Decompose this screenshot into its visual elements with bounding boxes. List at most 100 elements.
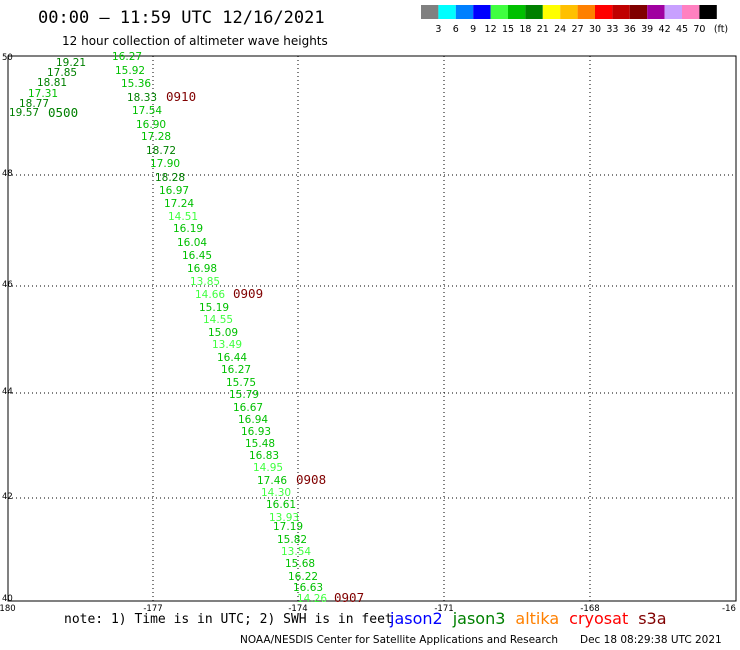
wave-height-value: 19.21	[56, 57, 86, 69]
scale-label: 15	[502, 24, 514, 35]
page-subtitle: 12 hour collection of altimeter wave hei…	[62, 34, 328, 48]
wave-height-value: 16.61	[266, 499, 296, 511]
wave-height-value: 17.54	[132, 105, 162, 117]
wave-height-value: 16.93	[241, 426, 271, 438]
wave-height-value: 16.44	[217, 352, 247, 364]
scale-label: 33	[606, 24, 618, 35]
lon-tick-label: -180	[0, 604, 16, 614]
pass-time-label: 0907	[334, 590, 364, 605]
wave-height-value: 15.75	[226, 377, 256, 389]
wave-height-value: 17.85	[47, 67, 77, 79]
wave-height-value: 17.90	[150, 158, 180, 170]
scale-label: 27	[572, 24, 584, 35]
wave-height-value: 15.92	[115, 65, 145, 77]
wave-height-value: 16.83	[249, 450, 279, 462]
wave-height-value: 13.49	[212, 339, 242, 351]
scale-label: 21	[537, 24, 549, 35]
scale-label: 24	[554, 24, 566, 35]
scale-label: 36	[624, 24, 636, 35]
scale-swatch	[577, 5, 595, 19]
wave-height-value: 13.85	[190, 276, 220, 288]
wave-height-value: 16.27	[112, 51, 142, 63]
scale-swatch	[508, 5, 526, 19]
scale-label: 9	[470, 24, 476, 35]
scale-label: 39	[641, 24, 653, 35]
lat-tick-label: 48	[2, 169, 13, 179]
wave-height-value: 18.28	[155, 172, 185, 184]
lat-tick-label: 40	[2, 594, 13, 604]
wave-height-value: 19.57	[9, 107, 39, 119]
scale-label: 18	[519, 24, 531, 35]
wave-height-value: 16.94	[238, 414, 268, 426]
scale-swatch	[647, 5, 665, 19]
scale-label: 30	[589, 24, 601, 35]
scale-label: 12	[485, 24, 497, 35]
wave-height-value: 16.22	[288, 571, 318, 583]
pass-time-label: 0909	[233, 286, 263, 301]
scale-label: 70	[693, 24, 705, 35]
wave-height-value: 14.30	[261, 487, 291, 499]
generation-timestamp: Dec 18 08:29:38 UTC 2021	[580, 634, 722, 646]
satellite-legend: jason2 jason3 altika cryosat s3a	[390, 609, 677, 628]
wave-height-value: 16.63	[293, 582, 323, 594]
wave-height-value: 17.19	[273, 521, 303, 533]
lat-tick-label: 44	[2, 387, 13, 397]
scale-swatch	[612, 5, 630, 19]
wave-height-value: 18.72	[146, 145, 176, 157]
scale-swatch	[438, 5, 456, 19]
wave-height-value: 18.33	[127, 92, 157, 104]
credit-line: NOAA/NESDIS Center for Satellite Applica…	[240, 634, 558, 646]
wave-height-value: 17.31	[28, 88, 58, 100]
wave-height-value: 16.97	[159, 185, 189, 197]
wave-height-value: 15.68	[285, 558, 315, 570]
lat-tick-label: 46	[2, 280, 13, 290]
scale-swatch	[421, 5, 439, 19]
wave-height-value: 16.04	[177, 237, 207, 249]
wave-height-value: 13.93	[269, 512, 299, 524]
scale-swatch	[595, 5, 613, 19]
wave-height-value: 14.51	[168, 211, 198, 223]
lon-tick-label: -177	[143, 604, 162, 614]
wave-height-value: 18.81	[37, 77, 67, 89]
wave-height-value: 17.24	[164, 198, 194, 210]
wave-height-value: 16.98	[187, 263, 217, 275]
wave-height-value: 15.79	[229, 389, 259, 401]
scale-label: 6	[453, 24, 459, 35]
satellite-legend-s3a: s3a	[638, 609, 667, 628]
satellite-legend-jason3: jason3	[452, 609, 506, 628]
lat-tick-label: 42	[2, 492, 13, 502]
wave-height-value: 15.48	[245, 438, 275, 450]
scale-label: 42	[659, 24, 671, 35]
lon-tick-label: -168	[580, 604, 599, 614]
lon-tick-label: -16	[722, 604, 736, 614]
satellite-legend-altika: altika	[515, 609, 560, 628]
satellite-legend-cryosat: cryosat	[569, 609, 629, 628]
wave-height-value: 16.67	[233, 402, 263, 414]
page-title: 00:00 – 11:59 UTC 12/16/2021	[38, 8, 325, 28]
wave-height-value: 13.54	[281, 546, 311, 558]
satellite-legend-jason2: jason2	[390, 609, 443, 628]
scale-swatch	[525, 5, 543, 19]
scale-swatch	[473, 5, 491, 19]
wave-height-value: 14.55	[203, 314, 233, 326]
wave-height-value: 14.26	[297, 593, 327, 605]
color-scale-legend: 3 6 9 12 15 18 21 24 27 30 33 36 39 42 45 70 (ft)	[421, 5, 728, 35]
wave-height-value: 16.45	[182, 250, 212, 262]
scale-swatch	[682, 5, 700, 19]
wave-height-value: 17.28	[141, 131, 171, 143]
pass-time-label: 0908	[296, 472, 326, 487]
wave-height-value: 15.36	[121, 78, 151, 90]
scale-swatch	[455, 5, 474, 19]
wave-height-value: 15.19	[199, 302, 229, 314]
lon-tick-label: -174	[288, 604, 307, 614]
pass-time-label: 0910	[166, 89, 196, 104]
scale-swatch	[560, 5, 578, 19]
wave-height-value: 14.66	[195, 289, 225, 301]
pass-time-label: 0500	[48, 105, 78, 120]
wave-height-value: 17.46	[257, 475, 287, 487]
lat-tick-label: 50	[2, 53, 13, 63]
scale-swatch	[629, 5, 648, 19]
wave-height-value: 15.82	[277, 534, 307, 546]
scale-swatch	[699, 5, 717, 19]
